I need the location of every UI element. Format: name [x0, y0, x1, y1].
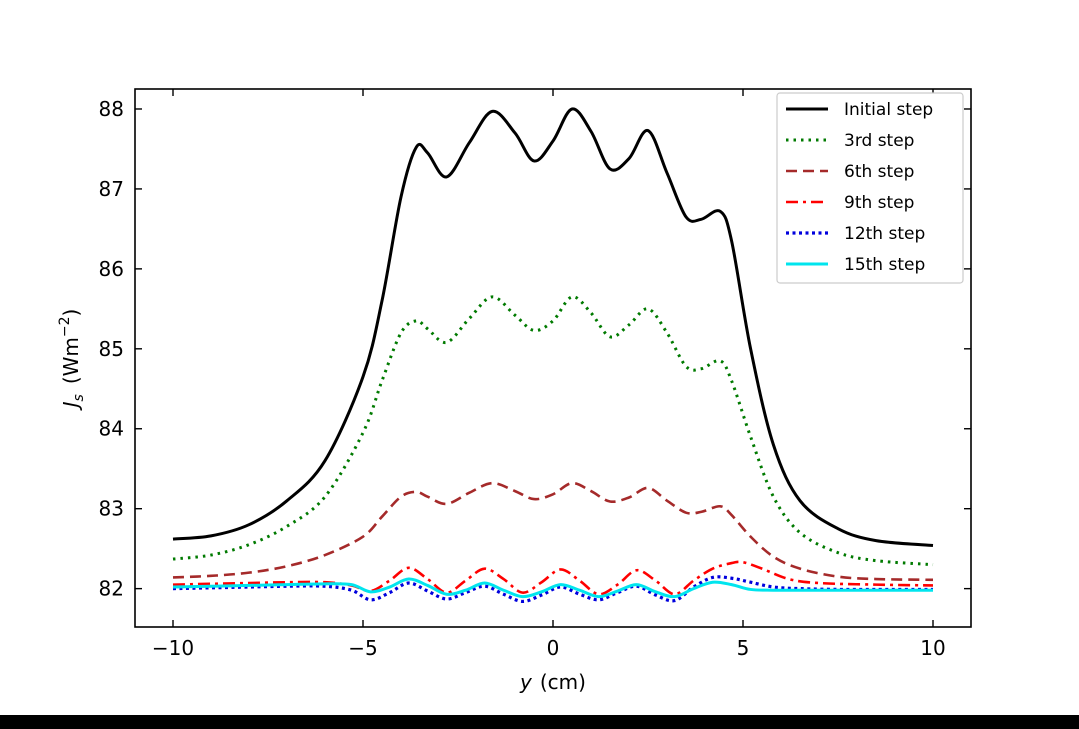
y-axis-sub: s — [71, 394, 87, 401]
x-tick-label: 10 — [920, 636, 945, 660]
series-line-0 — [172, 107, 934, 547]
y-axis-var: J — [59, 401, 83, 411]
series-layer — [172, 107, 934, 604]
ticks-layer: −10 −5 0 5 10 82 83 84 85 86 87 88 — [99, 89, 971, 660]
y-tick-label: 84 — [99, 417, 124, 441]
series-line-5 — [172, 577, 933, 599]
series-line-2 — [172, 481, 934, 582]
y-tick-label: 85 — [99, 337, 124, 361]
x-tick-label: 5 — [737, 636, 750, 660]
x-axis-label: y (cm) — [519, 670, 586, 694]
x-axis-var: y — [519, 670, 533, 694]
legend-label: 12th step — [844, 224, 925, 244]
legend-label: 6th step — [844, 162, 914, 182]
x-tick-label: −5 — [348, 636, 377, 660]
legend-label: 9th step — [844, 193, 914, 213]
bottom-bar — [0, 715, 1079, 729]
y-tick-label: 83 — [99, 497, 124, 521]
y-tick-label: 88 — [99, 97, 124, 121]
legend-label: Initial step — [844, 100, 933, 120]
y-tick-label: 86 — [99, 257, 124, 281]
y-tick-label: 87 — [99, 177, 124, 201]
y-tick-label: 82 — [99, 577, 124, 601]
legend-label: 3rd step — [844, 131, 914, 151]
legend: Initial step 3rd step 6th step 9th step 12th… — [776, 92, 964, 284]
x-tick-label: −10 — [152, 636, 194, 660]
legend-label: 15th step — [844, 255, 925, 275]
y-axis-label: Js (Wm−2) — [57, 309, 87, 412]
x-tick-label: 0 — [547, 636, 560, 660]
y-axis-unit-pre: (Wm — [59, 337, 83, 384]
y-axis-unit-exp: −2 — [57, 316, 73, 337]
y-axis-unit-post: ) — [59, 309, 83, 317]
x-axis-unit: (cm) — [540, 670, 586, 694]
legend-items: Initial step 3rd step 6th step 9th step 12th… — [786, 100, 933, 275]
